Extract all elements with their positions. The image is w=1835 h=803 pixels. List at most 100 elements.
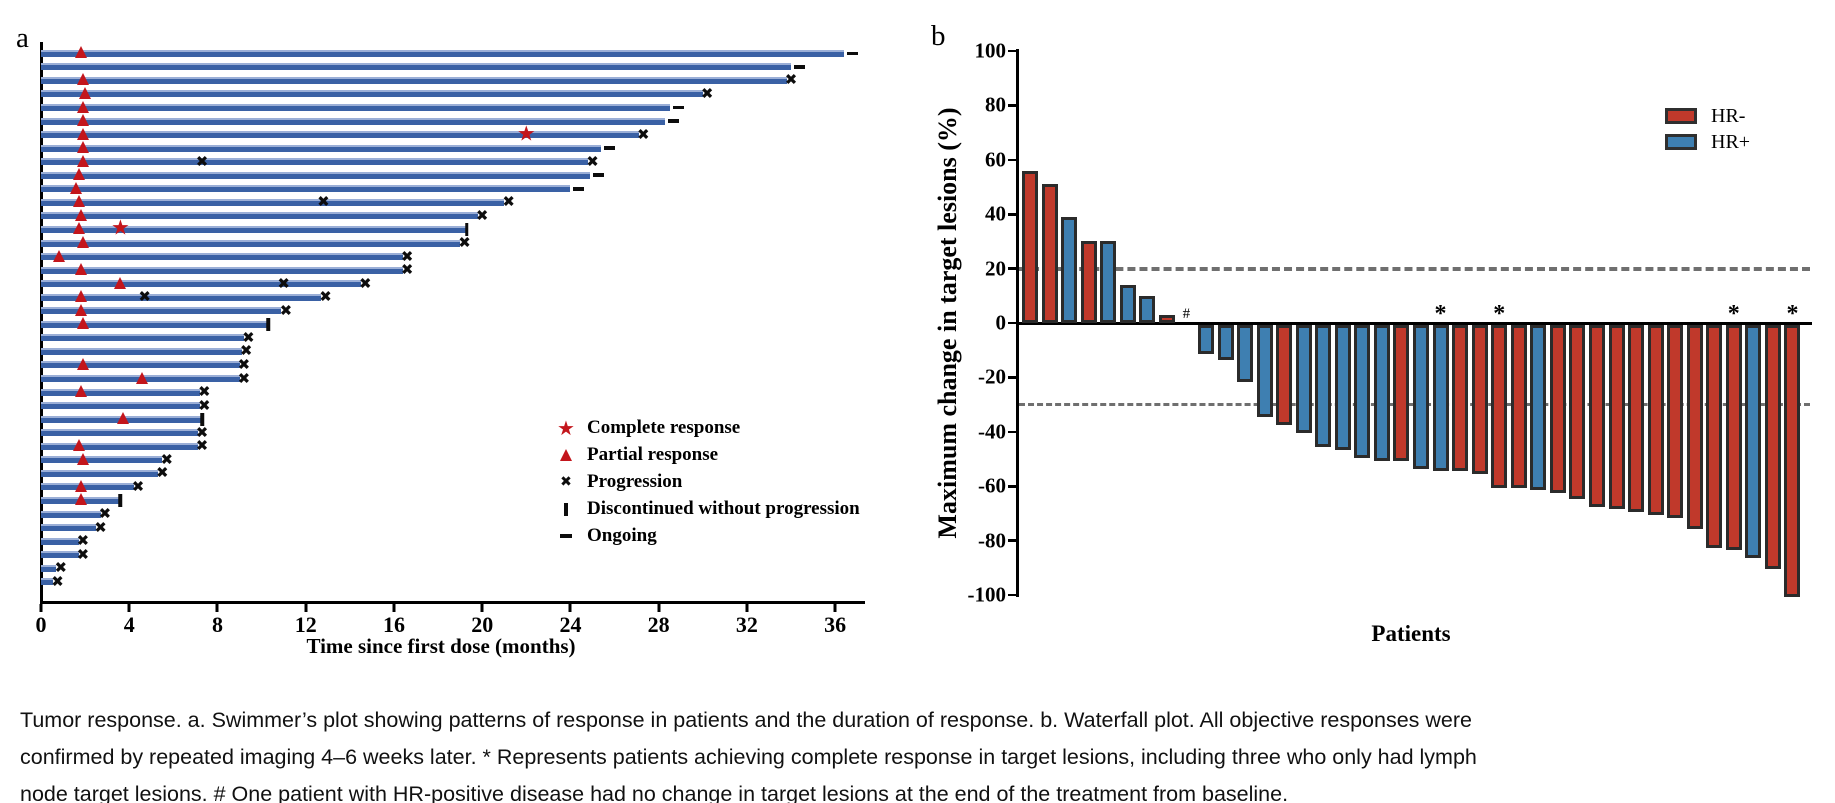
swimmer-bar [41,266,403,274]
legend-swatch [1665,134,1697,150]
waterfall-bar [1315,324,1332,447]
swimmer-bar [41,483,134,491]
waterfall-bar [1725,324,1742,551]
waterfall-y-tick-label: 100 [974,38,1007,63]
swimmer-bar [41,131,639,139]
swimmer-bar [41,469,158,477]
complete-response-marker: ★ [110,215,130,240]
swimmer-bar [41,76,787,84]
partial-response-marker [76,236,89,249]
waterfall-bar [1373,324,1390,461]
waterfall-bar [1608,324,1625,510]
waterfall-bar [1628,324,1645,513]
progression-marker: ✖ [319,287,332,306]
swimmer-x-tick-label: 0 [35,612,47,637]
waterfall-bar [1706,324,1723,548]
ongoing-marker [672,105,684,110]
swimmer-x-tick-label: 24 [559,612,582,637]
swimmer-bar [41,90,703,98]
swimmer-bar [41,537,79,545]
legend-item: Partial response [553,444,718,466]
triangle-glyph [560,449,572,461]
progression-marker: ✖ [237,369,251,387]
swimmer-x-tick [127,604,131,612]
partial-response-marker [76,154,89,167]
swimmer-bar [41,361,240,369]
waterfall-y-tick-label: 0 [995,310,1007,335]
swimmer-x-tick-label: 12 [294,612,317,637]
partial-response-marker [72,222,85,235]
swimmer-bar [41,442,198,450]
waterfall-bar [1569,324,1586,499]
legend-item-label: Progression [587,471,683,492]
waterfall-bar [1100,241,1117,323]
complete-response-marker: ★ [516,121,536,146]
swimmer-x-tick [745,604,749,612]
waterfall-y-tick-label: 20 [985,256,1006,281]
legend-item-label: Partial response [587,444,719,465]
progression-marker: ✖ [76,531,90,550]
progression-marker: ✖ [98,504,112,523]
partial-response-marker [74,290,87,303]
caption-line: confirmed by repeated imaging 4–6 weeks … [20,745,1477,769]
progression-marker: ✖ [94,518,107,537]
partial-response-marker [114,276,127,289]
progression-marker: ✖ [475,206,489,225]
waterfall-bar [1393,324,1410,461]
swimmer-x-tick [304,604,308,612]
legend-item: ★ Complete response [553,417,740,439]
swimmer-bar [41,158,589,166]
partial-response-marker [76,73,89,86]
waterfall-bar [1354,324,1371,458]
waterfall-bar [1784,324,1801,597]
swimmer-bar [41,456,163,464]
swimmer-bar [41,239,461,247]
waterfall-bar [1745,324,1762,559]
waterfall-bar [1256,324,1273,417]
waterfall-bar [1549,324,1566,494]
waterfall-bar [1530,324,1547,491]
waterfall-y-tick-label: 60 [985,147,1006,172]
waterfall-bar [1217,324,1234,360]
swimmer-x-tick-label: 4 [123,612,135,637]
progression-marker: ✖ [400,260,414,279]
partial-response-marker [74,303,87,316]
progression-marker: ✖ [242,328,255,347]
waterfall-y-tick [1008,485,1016,488]
progression-marker: ✖ [195,423,209,442]
waterfall-y-tick [1008,49,1016,53]
panel-a-label: a [16,22,29,54]
waterfall-y-tick [1008,267,1016,270]
waterfall-y-tick [1008,376,1016,379]
discontinued-marker [266,317,270,331]
swimmer-bar [41,293,322,301]
swimmer-x-tick [657,604,661,612]
waterfall-y-tick [1008,430,1016,434]
swimmer-bar [41,307,282,315]
swimmer-x-tick [833,604,837,612]
progression-marker: ✖ [51,572,64,591]
legend-item-label: HR+ [1711,130,1751,153]
annotation-asterisk: * [1727,301,1740,327]
partial-response-marker [76,357,89,370]
discontinued-marker [465,222,469,236]
waterfall-y-tick-label: -20 [978,364,1006,389]
waterfall-bar [1139,295,1156,323]
waterfall-bar [1061,216,1078,323]
waterfall-y-tick-label: 40 [985,201,1006,226]
progression-marker: ✖ [279,301,293,320]
swimmer-bar [41,280,361,288]
legend-swatch [1665,108,1697,124]
star-icon: ★ [553,418,579,438]
swimmer-x-tick [480,604,484,612]
swimmer-bar [41,578,54,586]
swimmer-bar [41,63,792,71]
swimmer-bar [41,104,670,111]
partial-response-marker [76,127,89,140]
progression-marker: ✖ [131,477,145,496]
legend-item-label: Discontinued without progression [587,498,860,519]
progression-marker: ✖ [458,233,471,252]
waterfall-y-tick-label: -100 [967,582,1007,607]
partial-response-marker [74,479,87,492]
